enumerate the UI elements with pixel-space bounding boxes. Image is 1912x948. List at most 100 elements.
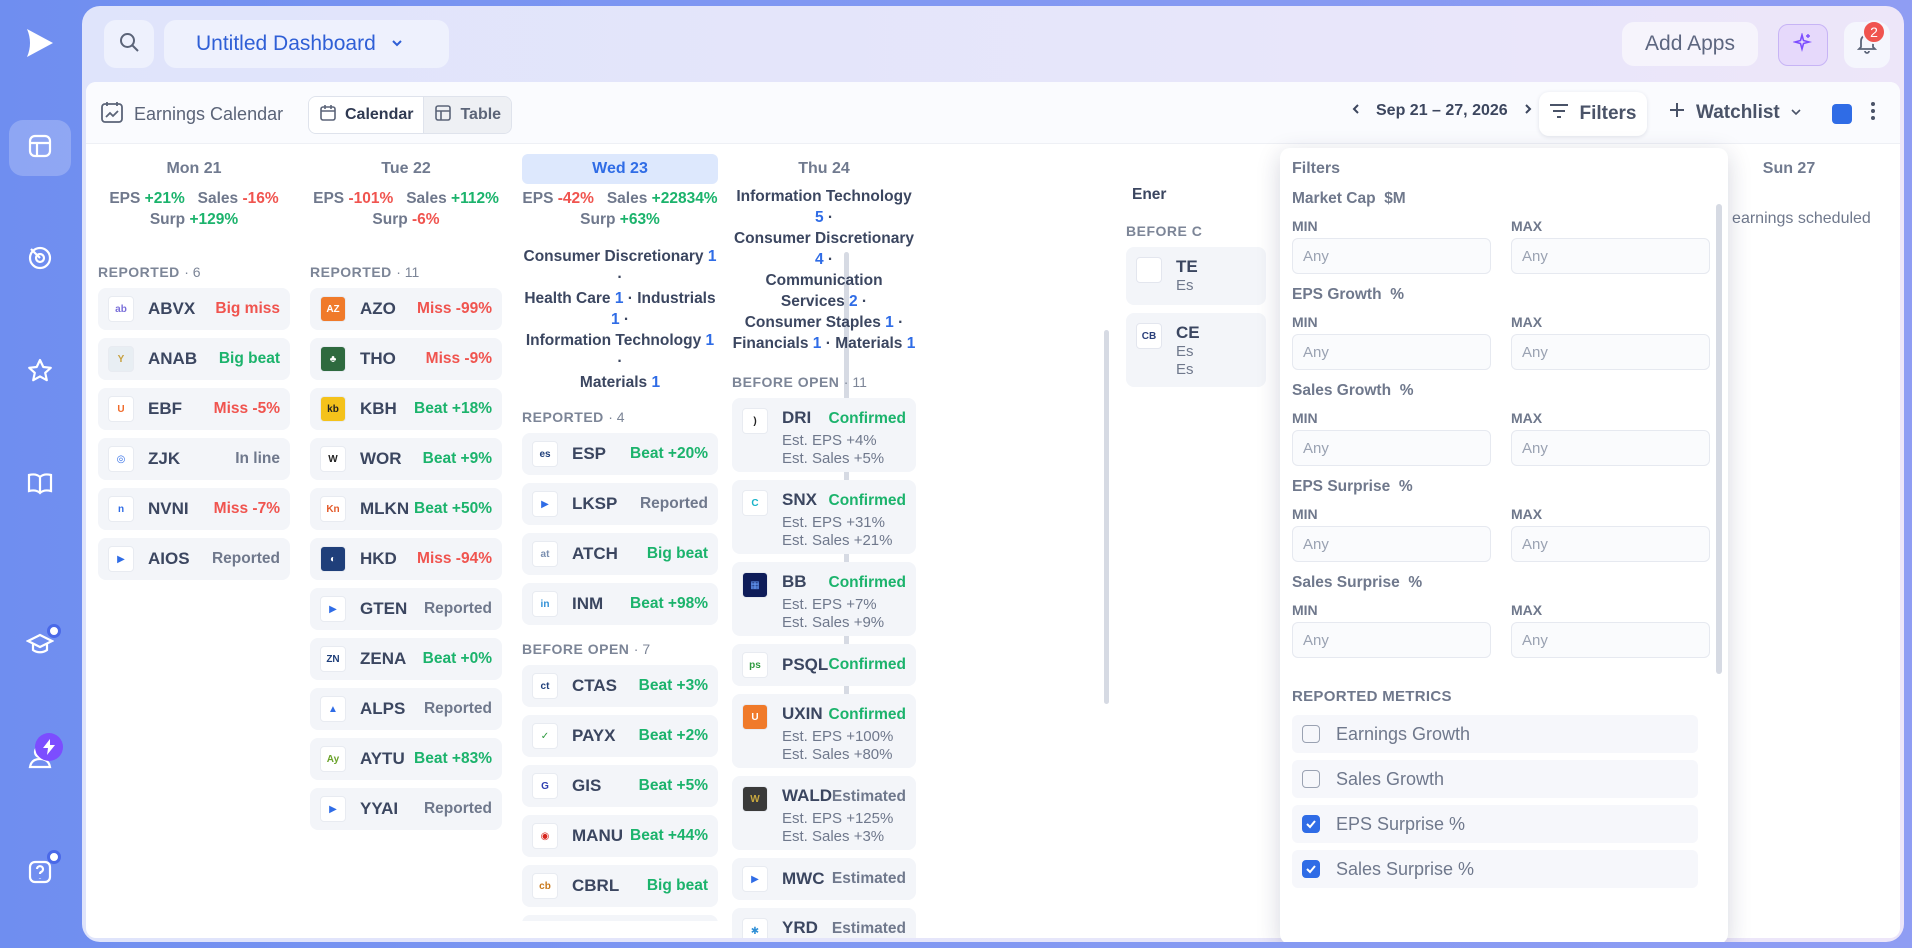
checkbox-checked-icon[interactable] [1302,815,1320,833]
sector-name[interactable]: Information Technology [525,332,702,349]
sector-name[interactable]: Consumer Staples [744,314,881,331]
sector-name[interactable]: Materials [579,374,648,391]
earnings-card[interactable]: G GIS Beat +5% [522,765,718,807]
learn-nav[interactable] [9,457,71,513]
earnings-card[interactable]: ♣ THO Miss -9% [310,338,502,380]
earnings-card[interactable]: ◐ HKD Miss -94% [310,538,502,580]
notifications-button[interactable]: 2 [1844,20,1890,68]
earnings-card[interactable]: Kn MLKN Beat +50% [310,488,502,530]
earnings-card[interactable]: ab ABVX Big miss [98,288,290,330]
kebab-icon [1870,102,1876,126]
sector-name[interactable]: Industrials [637,290,716,307]
earnings-card[interactable]: ✱YRDEstimatedEst. EPS -34% [732,908,916,938]
earnings-card[interactable]: at ATCH Big beat [522,533,718,575]
earnings-card[interactable]: U EBF Miss -5% [98,388,290,430]
day-stats: EPS +21% Sales -16% Surp +129% [109,190,279,228]
table-view-tab[interactable]: Table [424,97,512,133]
earnings-status: Beat +44% [630,827,708,844]
watchlist-dropdown[interactable]: Watchlist [1668,101,1802,125]
max-input[interactable]: Any [1511,526,1710,562]
earnings-card[interactable]: n NVNI Miss -7% [98,488,290,530]
earnings-card[interactable]: ps PSQL Confirmed [732,644,916,686]
earnings-card[interactable]: ✓ PAYX Beat +2% [522,715,718,757]
add-apps-button[interactable]: Add Apps [1622,22,1758,66]
filters-button[interactable]: Filters [1539,92,1647,136]
min-input[interactable]: Any [1292,430,1491,466]
earnings-card[interactable]: W WOR Beat +9% [310,438,502,480]
min-input[interactable]: Any [1292,334,1491,370]
earnings-card[interactable]: in INM Beat +98% [522,583,718,625]
earnings-card[interactable]: cb CBRL Big beat [522,865,718,907]
ai-assistant-button[interactable] [1778,24,1828,66]
checkbox-unchecked-icon[interactable] [1302,725,1320,743]
help-nav[interactable] [9,846,71,902]
profile-nav[interactable] [9,730,71,786]
sector-name[interactable]: Communication Services [765,272,883,310]
earnings-card[interactable]: CB CE Es Es [1126,313,1266,387]
chevron-left-icon[interactable] [1350,102,1362,120]
earnings-card[interactable]: ZN ZENA Beat +0% [310,638,502,680]
earnings-card[interactable]: ▶ MWC Estimated [732,858,916,900]
metric-checkbox-row[interactable]: Sales Surprise % [1292,850,1698,888]
dashboard-title-dropdown[interactable]: Untitled Dashboard [164,20,449,68]
sector-name[interactable]: Information Technology [736,188,912,205]
earnings-card[interactable]: Ay AYTU Beat +83% [310,738,502,780]
earnings-card[interactable]: ) DRI Confirmed Est. EPS +4% Est. Sales +5% [732,398,916,472]
earnings-status: Miss -9% [425,350,492,367]
company-logo: ▦ [742,572,768,598]
sector-name[interactable]: Consumer Discretionary [523,248,704,265]
earnings-card[interactable]: AZ AZO Miss -99% [310,288,502,330]
ticker: AIOS [148,549,190,568]
dashboard-nav[interactable] [9,120,71,176]
ticker: ZENA [360,649,407,668]
earnings-status: Big beat [646,877,708,894]
earnings-card[interactable]: ZNZENAEstimated [522,915,718,921]
sector-name[interactable]: Materials [835,335,903,352]
explore-nav[interactable] [9,232,71,288]
earnings-card[interactable]: es ESP Beat +20% [522,433,718,475]
search-button[interactable] [104,20,154,68]
earnings-card[interactable]: ◉ MANU Beat +44% [522,815,718,857]
min-input[interactable]: Any [1292,526,1491,562]
max-input[interactable]: Any [1511,622,1710,658]
metric-checkbox-row[interactable]: EPS Surprise % [1292,805,1698,843]
sector-summary: Ener [1132,186,1167,203]
chevron-right-icon[interactable] [1522,102,1534,120]
widget-color-swatch[interactable] [1832,104,1852,124]
ticker: AYTU [360,749,405,768]
earnings-card[interactable]: W WALD Estimated Est. EPS +125% Est. Sales +… [732,776,916,850]
earnings-card[interactable]: kb KBH Beat +18% [310,388,502,430]
max-input[interactable]: Any [1511,430,1710,466]
earnings-card[interactable]: U UXIN Confirmed Est. EPS +100% Est. Sales +… [732,694,916,768]
earnings-card[interactable]: ▦ BB Confirmed Est. EPS +7% Est. Sales +9% [732,562,916,636]
earnings-card[interactable]: C SNX Confirmed Est. EPS +31% Est. Sales +21… [732,480,916,554]
max-input[interactable]: Any [1511,334,1710,370]
ticker: EBF [148,399,182,418]
min-input[interactable]: Any [1292,622,1491,658]
earnings-card[interactable]: Y ANAB Big beat [98,338,290,380]
earnings-card[interactable]: ct CTAS Beat +3% [522,665,718,707]
min-input[interactable]: Any [1292,238,1491,274]
earnings-card[interactable]: ▶ AIOS Reported [98,538,290,580]
max-input[interactable]: Any [1511,238,1710,274]
earnings-card[interactable]: ◎ ZJK In line [98,438,290,480]
sector-name[interactable]: Consumer Discretionary [733,230,915,247]
thu-scrollbar[interactable] [1104,330,1109,704]
calendar-view-tab[interactable]: Calendar [309,97,425,133]
earnings-card[interactable]: ▶ LKSP Reported [522,483,718,525]
earnings-card[interactable]: ▶ YYAI Reported [310,788,502,830]
academy-nav[interactable] [9,618,71,674]
sector-name[interactable]: Financials [732,335,809,352]
checkbox-checked-icon[interactable] [1302,860,1320,878]
checkbox-unchecked-icon[interactable] [1302,770,1320,788]
earnings-card[interactable]: ▲ ALPS Reported [310,688,502,730]
metric-checkbox-row[interactable]: Sales Growth [1292,760,1698,798]
sector-name[interactable]: Health Care [524,290,611,307]
earnings-card[interactable]: ▶ GTEN Reported [310,588,502,630]
watchlist-nav[interactable] [9,345,71,401]
metric-checkbox-row[interactable]: Earnings Growth [1292,715,1698,753]
app-logo[interactable] [22,26,56,65]
filters-scrollbar[interactable] [1716,204,1722,674]
more-options-button[interactable] [1870,100,1876,127]
earnings-card[interactable]: TE Es [1126,247,1266,305]
